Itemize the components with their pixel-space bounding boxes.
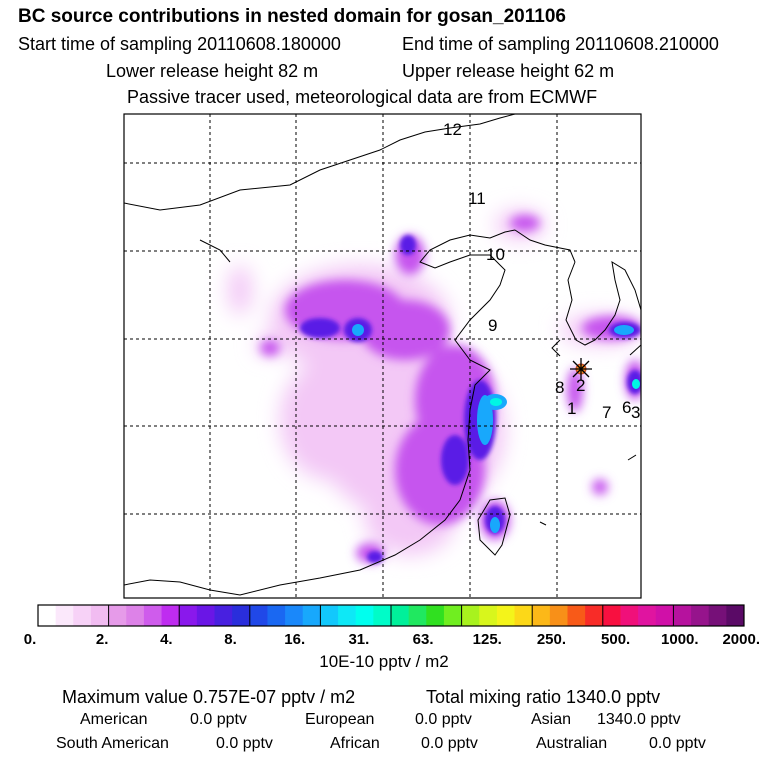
region-label-8: 8 [555,378,564,397]
colorbar-swatch [285,605,304,626]
figure-title: BC source contributions in nested domain… [18,6,566,27]
region-label-12: 12 [443,120,462,139]
colorbar-swatch [373,605,392,626]
tracer-note: Passive tracer used, meteorological data… [127,87,598,107]
map-frame [123,113,642,599]
colorbar-tick-label: 8. [224,631,237,648]
plume-peak-layer [490,379,640,406]
max-value-label: Maximum value 0.757E-07 pptv / m2 [62,687,356,707]
colorbar-swatch [443,605,463,626]
colorbar-swatch [638,605,657,626]
region-label-6: 6 [622,398,631,417]
australian-label: Australian [536,735,608,752]
colorbar-tick-label: 4. [160,631,173,648]
region-label-2: 2 [576,376,585,395]
colorbar-swatch [196,605,215,626]
colorbar-tick-label: 63. [413,631,434,648]
colorbar-swatch [549,605,568,626]
region-label-7: 7 [602,403,611,422]
colorbar-swatch [232,605,251,626]
asian-label: Asian [531,711,572,728]
colorbar: 0. 2. 4. 8. 16. 31. 63. 125. 250. 500. 1000. 2000. … [24,604,760,671]
asterisk-star-icon [570,358,592,380]
european-label: European [305,711,375,728]
colorbar-swatch [426,605,445,626]
end-time-label: End time of sampling 20110608.210000 [402,34,719,54]
lower-release-label: Lower release height 82 m [106,61,319,81]
lat-lon-grid [124,114,641,598]
colorbar-swatch [673,605,692,626]
colorbar-swatch [143,605,163,626]
colorbar-swatch [585,605,604,626]
asian-value: 1340.0 pptv [597,711,681,728]
colorbar-swatch [602,605,621,626]
colorbar-swatch [267,605,286,626]
colorbar-swatch [179,605,198,626]
colorbar-swatch [108,605,127,626]
region-label-11: 11 [468,189,486,208]
south-american-label: South American [56,735,169,752]
colorbar-tick-label: 2. [96,631,109,648]
colorbar-swatch [620,605,639,626]
colorbar-unit-label: 10E-10 pptv / m2 [319,652,448,671]
american-value: 0.0 pptv [190,711,247,728]
colorbar-swatch [302,605,321,626]
colorbar-swatch [514,605,533,626]
colorbar-swatch [320,605,339,626]
colorbar-swatch [408,605,427,626]
colorbar-swatch [90,605,110,626]
colorbar-tick-label: 0. [24,631,37,648]
region-label-9: 9 [488,316,497,335]
start-time-label: Start time of sampling 20110608.180000 [18,34,341,54]
colorbar-swatch [391,605,410,626]
colorbar-tick-labels: 0. 2. 4. 8. 16. 31. 63. 125. 250. 500. 1000. 2000. [24,631,760,648]
african-value: 0.0 pptv [421,735,478,752]
colorbar-swatch [126,605,145,626]
colorbar-swatch [655,605,674,626]
colorbar-swatch [249,605,268,626]
upper-release-label: Upper release height 62 m [402,61,615,81]
colorbar-tick-label: 125. [473,631,502,648]
colorbar-tick-label: 31. [348,631,369,648]
colorbar-swatch [55,605,74,626]
colorbar-swatch [161,605,180,626]
colorbar-tick-label: 1000. [661,631,699,648]
colorbar-tick-label: 16. [284,631,305,648]
region-label-1: 1 [567,399,576,418]
colorbar-swatch [479,605,498,626]
region-label-10: 10 [486,245,505,264]
colorbar-swatch [355,605,374,626]
colorbar-tick-label: 2000. [722,631,760,648]
south-american-value: 0.0 pptv [216,735,273,752]
colorbar-tick-label: 500. [601,631,630,648]
region-label-3: 3 [631,403,640,422]
colorbar-swatch [73,605,92,626]
colorbar-swatch [726,605,745,626]
african-label: African [330,735,380,752]
colorbar-swatch [532,605,551,626]
colorbar-swatch [496,605,516,626]
colorbar-swatch [567,605,586,626]
total-mixing-label: Total mixing ratio 1340.0 pptv [426,687,661,707]
colorbar-tick-label: 250. [537,631,566,648]
colorbar-swatch [214,605,233,626]
colorbar-swatch [338,605,357,626]
colorbar-frame [37,604,745,627]
colorbar-swatch [691,605,710,626]
american-label: American [80,711,148,728]
european-value: 0.0 pptv [415,711,472,728]
colorbar-swatches [38,605,745,626]
australian-value: 0.0 pptv [649,735,706,752]
colorbar-swatch [461,605,480,626]
source-contribution-map: 12 11 10 9 8 2 1 7 6 3 [123,113,642,599]
colorbar-swatch [38,605,57,626]
colorbar-swatch [708,605,727,626]
